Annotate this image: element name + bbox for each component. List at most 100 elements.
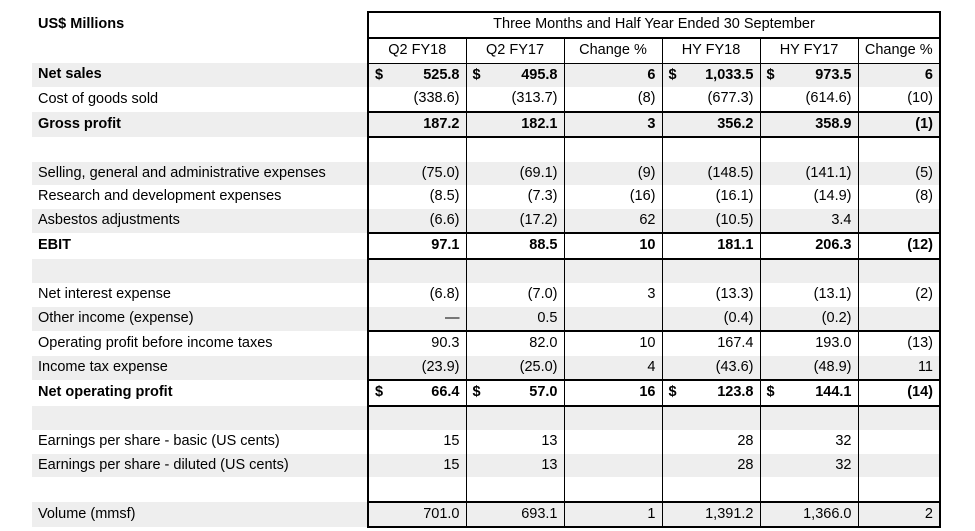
row-label: Volume (mmsf) [32, 501, 368, 527]
value-cell: (13.3) [661, 283, 761, 307]
value-cell: 90.3 [367, 330, 467, 356]
value-cell [563, 404, 663, 430]
value-cell: 206.3 [759, 232, 859, 259]
value-cell: 2 [857, 500, 941, 528]
table-row: EBIT 97.1 88.5 10 181.1 206.3 (12) [32, 232, 941, 259]
value-cell: (10) [857, 87, 941, 112]
value-cell [563, 477, 663, 502]
row-label: Asbestos adjustments [32, 208, 368, 233]
value-cell [367, 477, 467, 502]
value-cell [465, 257, 565, 283]
value-cell: (8) [563, 87, 663, 112]
currency-symbol: $ [375, 384, 384, 400]
table-row: Gross profit 187.2 182.1 3 356.2 358.9 (1) [32, 110, 941, 137]
value-cell: (7.3) [465, 185, 565, 209]
value-cell: 97.1 [367, 232, 467, 259]
value-cell: (1) [857, 110, 941, 137]
value-cell: (677.3) [661, 87, 761, 112]
value-cell: 3.4 [759, 208, 859, 233]
row-label: Operating profit before income taxes [38, 334, 273, 351]
value-cell: $973.5 [759, 63, 859, 87]
value-cell: 356.2 [661, 110, 761, 137]
value-cell [857, 404, 941, 430]
value-cell: 6 [563, 63, 663, 87]
amount: 1,033.5 [705, 66, 754, 83]
column-header-change-quarter: Change % [563, 37, 663, 64]
column-header-hy-fy18: HY FY18 [661, 37, 761, 64]
row-label [32, 137, 368, 162]
row-label: Net sales [32, 63, 368, 87]
table-row: Earnings per share - diluted (US cents) 1… [32, 453, 941, 477]
value-cell: (13.1) [759, 283, 859, 307]
currency-symbol: $ [668, 66, 677, 83]
value-cell: (17.2) [465, 208, 565, 233]
row-label: Gross profit [32, 111, 368, 137]
row-label: Net interest expense [38, 286, 171, 302]
value-cell: (6.8) [367, 283, 467, 307]
value-cell [857, 136, 941, 162]
currency-symbol: $ [766, 66, 775, 83]
value-cell: 358.9 [759, 110, 859, 137]
row-label: Earnings per share - basic (US cents) [38, 433, 280, 449]
column-header-q2-fy18: Q2 FY18 [367, 37, 467, 64]
currency-symbol: $ [375, 66, 384, 83]
value-cell: 28 [661, 430, 761, 454]
value-cell [563, 453, 663, 477]
value-cell: 1 [563, 500, 663, 528]
value-cell: (12) [857, 232, 941, 259]
amount: 525.8 [423, 66, 460, 83]
value-cell: (16) [563, 185, 663, 209]
value-cell: $66.4 [367, 379, 467, 406]
currency-symbol: $ [472, 66, 481, 83]
value-cell: 28 [661, 453, 761, 477]
value-cell [759, 257, 859, 283]
amount: 973.5 [815, 66, 852, 83]
table-row: Asbestos adjustments (6.6) (17.2) 62 (10.5) 3… [32, 208, 941, 233]
value-cell: 1,366.0 [759, 500, 859, 528]
row-label: EBIT [38, 237, 72, 253]
value-cell: 6 [857, 63, 941, 87]
value-cell: 32 [759, 453, 859, 477]
table-row: Volume (mmsf) 701.0 693.1 1 1,391.2 1,366.0 2 [32, 500, 941, 528]
value-cell: (25.0) [465, 355, 565, 380]
value-cell: 182.1 [465, 110, 565, 137]
value-cell: 11 [857, 355, 941, 380]
value-cell: 88.5 [465, 232, 565, 259]
row-label: Net operating profit [38, 384, 173, 400]
value-cell: (313.7) [465, 87, 565, 112]
value-cell: (2) [857, 283, 941, 307]
row-label: Selling, general and administrative expe… [32, 161, 368, 185]
value-cell: 181.1 [661, 232, 761, 259]
value-cell: (9) [563, 161, 663, 185]
amount: 123.8 [717, 384, 754, 400]
value-cell: $1,033.5 [661, 63, 761, 87]
value-cell [661, 257, 761, 283]
row-label: Research and development expenses [38, 188, 282, 204]
value-cell: (48.9) [759, 355, 859, 380]
value-cell: (69.1) [465, 161, 565, 185]
value-cell: 3 [563, 283, 663, 307]
row-label: Earnings per share - diluted (US cents) [32, 453, 368, 477]
table-row: Research and development expenses (8.5) (7… [32, 185, 941, 209]
value-cell: 10 [563, 232, 663, 259]
value-cell: 15 [367, 453, 467, 477]
value-cell [661, 404, 761, 430]
value-cell [857, 208, 941, 233]
value-cell: 0.5 [465, 306, 565, 331]
value-cell: (8) [857, 185, 941, 209]
value-cell: 13 [465, 430, 565, 454]
value-cell: (5) [857, 161, 941, 185]
value-cell [759, 404, 859, 430]
value-cell [661, 477, 761, 502]
table-row: Net sales $525.8 $495.8 6 $1,033.5 $973.5 6 [32, 63, 941, 87]
value-cell [759, 477, 859, 502]
value-cell: (14) [857, 379, 941, 406]
value-cell: (43.6) [661, 355, 761, 380]
value-cell: (13) [857, 330, 941, 356]
value-cell: (0.4) [661, 306, 761, 331]
table-row: Cost of goods sold (338.6) (313.7) (8) (677.… [32, 87, 941, 112]
amount: 66.4 [431, 384, 460, 400]
table-body: Net sales $525.8 $495.8 6 $1,033.5 $973.5 6 Cos… [32, 63, 941, 528]
value-cell: 167.4 [661, 330, 761, 356]
